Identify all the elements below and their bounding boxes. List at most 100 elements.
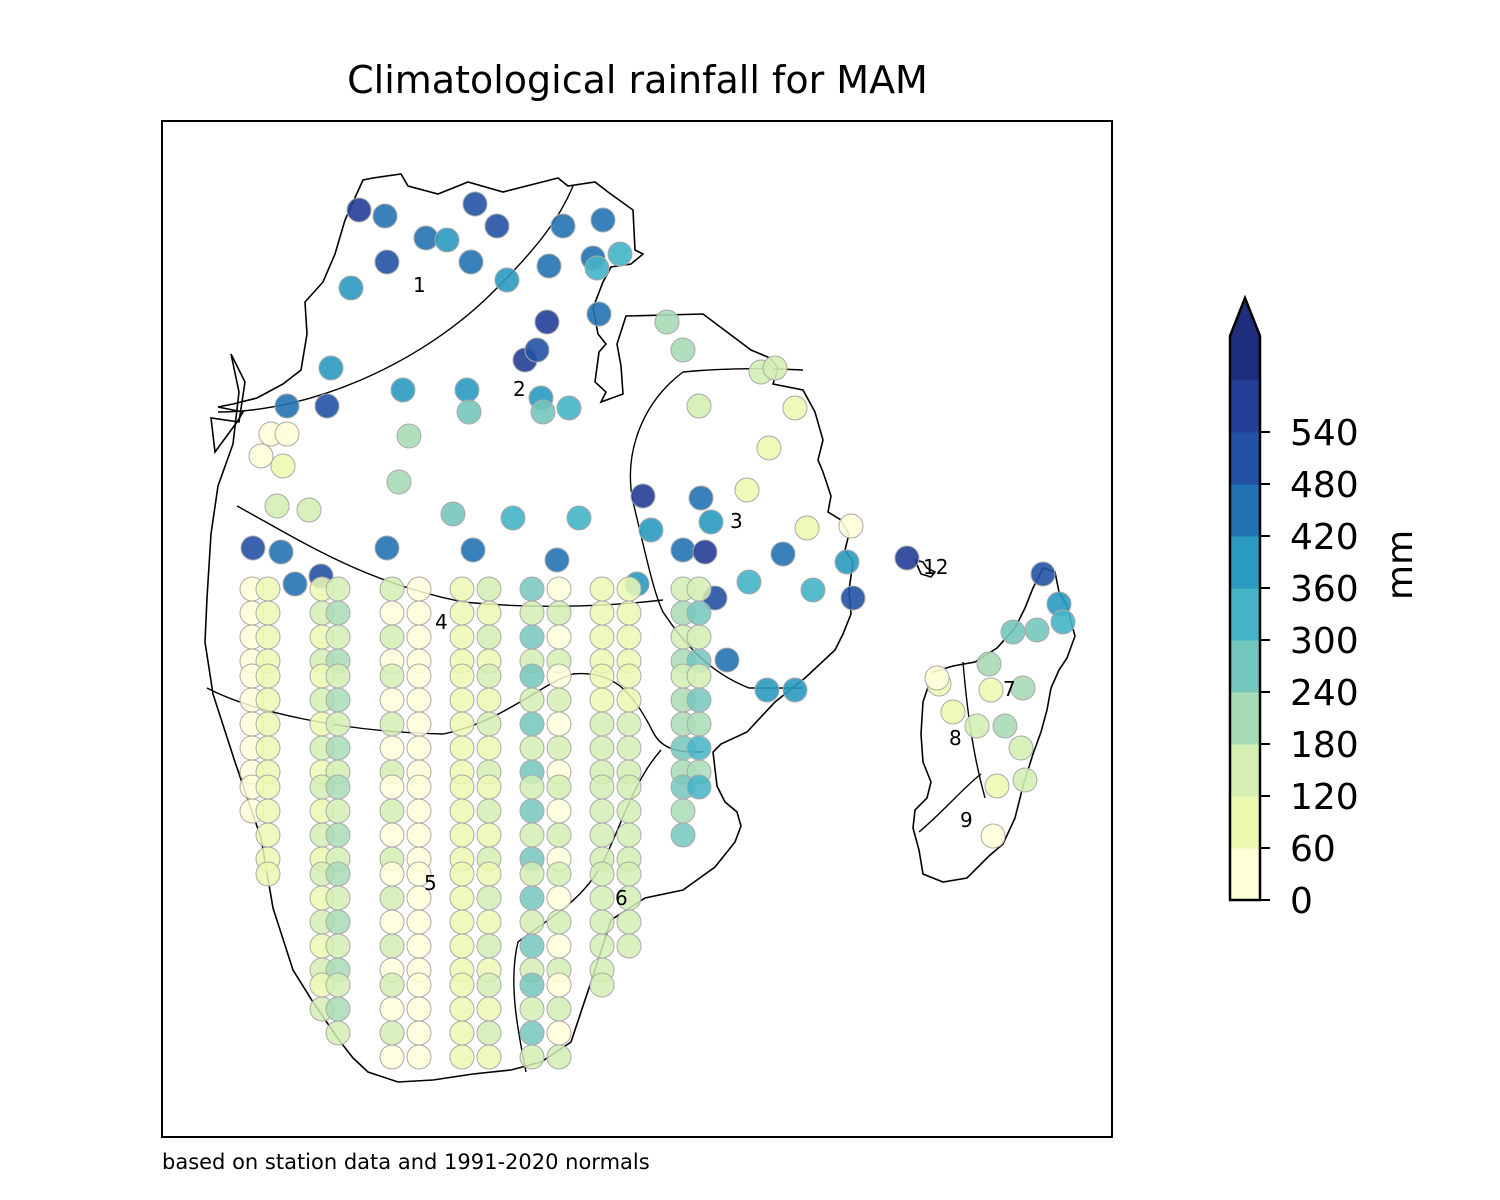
colorbar-bin-0 [1230,848,1260,901]
coastline [204,173,1076,1083]
station-marker [546,711,572,737]
station-marker [325,1020,351,1046]
station-marker [607,241,633,267]
region-label-group: 1 2 3 4 5 6 7 8 9 12 [413,273,1016,910]
station-marker [379,861,405,887]
boundary-4-5 [206,672,704,753]
station-marker [325,711,351,737]
station-marker [390,377,416,403]
station-marker [519,663,545,689]
station-marker [476,1020,502,1046]
colorbar-tick-label: 0 [1290,881,1313,920]
station-marker [449,933,475,959]
station-marker [255,711,281,737]
boundary-7-8 [962,661,986,799]
station-marker [546,822,572,848]
station-marker [589,774,615,800]
station-marker [406,711,432,737]
station-marker [782,677,808,703]
boundary-8-9 [918,773,982,833]
station-marker [584,255,610,281]
station-marker [325,996,351,1022]
station-marker [1012,767,1038,793]
station-marker [379,735,405,761]
station-marker [413,225,439,251]
station-marker [736,569,762,595]
station-marker [255,576,281,602]
station-marker [476,885,502,911]
station-marker [519,996,545,1022]
boundary-3-top [682,368,804,373]
station-marker [670,822,696,848]
station-marker [1000,619,1026,645]
station-marker [476,663,502,689]
station-marker [734,477,760,503]
station-marker [338,275,364,301]
station-marker [476,774,502,800]
colorbar-unit-label: mm [1380,529,1421,600]
station-marker [406,663,432,689]
station-marker [449,735,475,761]
station-marker [374,249,400,275]
station-marker [449,600,475,626]
station-marker [1010,675,1036,701]
station-marker [406,933,432,959]
station-marker [476,798,502,824]
station-marker [546,933,572,959]
station-marker [546,885,572,911]
colorbar-tick-label: 300 [1290,621,1359,662]
station-marker [379,1044,405,1070]
colorbar-bin-4 [1230,640,1260,693]
station-marker [654,309,680,335]
station-marker [546,624,572,650]
station-marker [372,203,398,229]
station-marker [686,624,712,650]
station-marker [325,624,351,650]
station-marker [325,933,351,959]
station-marker [406,600,432,626]
station-marker [325,861,351,887]
station-marker [476,711,502,737]
station-marker [274,421,300,447]
station-marker [964,713,990,739]
station-markers [239,191,1076,1070]
station-marker [550,213,576,239]
station-marker [449,1020,475,1046]
station-marker [924,665,950,691]
station-marker [992,713,1018,739]
station-marker [762,355,788,381]
station-marker [476,1044,502,1070]
station-marker [325,687,351,713]
station-marker [379,933,405,959]
station-marker [379,798,405,824]
station-marker [325,663,351,689]
colorbar-bin-7 [1230,484,1260,537]
station-marker [756,435,782,461]
station-marker [589,600,615,626]
station-marker [406,1020,432,1046]
station-marker [476,861,502,887]
station-marker [616,600,642,626]
station-marker [476,996,502,1022]
station-marker [406,774,432,800]
mainland-coastline [204,173,854,1083]
station-marker [519,972,545,998]
station-marker [406,996,432,1022]
station-marker [546,687,572,713]
colorbar-tick-label: 360 [1290,569,1359,610]
station-marker [589,663,615,689]
station-marker [616,933,642,959]
station-marker [379,663,405,689]
map-title: Climatological rainfall for MAM [347,58,928,102]
station-marker [530,399,556,425]
station-marker [325,798,351,824]
station-marker [440,501,466,527]
station-marker [449,798,475,824]
station-marker [589,576,615,602]
station-marker [314,393,340,419]
station-marker [406,624,432,650]
station-marker [546,972,572,998]
station-marker [264,493,290,519]
station-marker [476,735,502,761]
region-label-9: 9 [960,808,973,832]
